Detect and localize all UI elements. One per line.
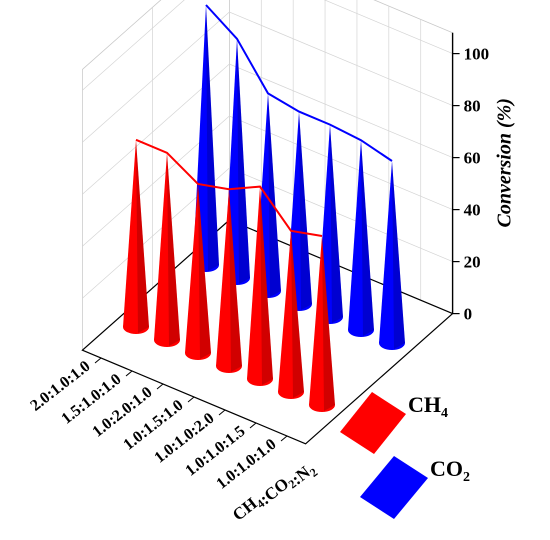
cone-shade xyxy=(322,236,335,411)
category-axis-title: CH4:CO2:N2 xyxy=(229,452,320,533)
cone-base xyxy=(348,323,374,337)
cone-ch4 xyxy=(154,152,180,347)
z-tick-label: 100 xyxy=(464,45,490,64)
cone-shade xyxy=(260,186,273,385)
series-line-co2 xyxy=(205,4,393,162)
z-tick-label: 80 xyxy=(464,97,481,116)
cone-ch4 xyxy=(309,236,335,412)
cone-base xyxy=(185,346,211,360)
cone-series-layer xyxy=(123,5,405,412)
cone-base xyxy=(379,336,405,350)
legend-swatch-co2 xyxy=(360,456,428,519)
cone-shade xyxy=(392,161,405,349)
cone-shade xyxy=(198,184,211,359)
cone-co2 xyxy=(348,140,374,337)
cone-shade xyxy=(330,124,343,323)
cone-body xyxy=(247,186,273,379)
cone-body xyxy=(216,189,242,366)
cone-ch4 xyxy=(216,189,242,373)
category-tick xyxy=(125,370,133,377)
cone-body xyxy=(309,236,335,405)
cone-shade xyxy=(299,111,312,310)
z-tick-label: 40 xyxy=(464,201,481,220)
cone-ch4 xyxy=(185,184,211,360)
cone-shade xyxy=(291,230,304,398)
cone-base xyxy=(216,359,242,373)
cone-body xyxy=(348,140,374,330)
series-lines-layer xyxy=(135,4,393,237)
category-tick xyxy=(187,396,195,403)
cone-shade xyxy=(167,152,180,346)
cone-co2 xyxy=(379,161,405,350)
cone-base xyxy=(278,385,304,399)
cone-shade xyxy=(268,93,281,298)
category-tick xyxy=(156,383,164,390)
category-tick xyxy=(249,422,257,429)
cone-ch4 xyxy=(123,139,149,334)
cone-body xyxy=(154,152,180,340)
category-tick xyxy=(94,357,102,364)
cone-body xyxy=(185,184,211,353)
cone-ch4 xyxy=(278,230,304,399)
z-axis-title: Conversion (%) xyxy=(494,98,516,227)
cone-base xyxy=(309,398,335,412)
cone-body xyxy=(379,161,405,343)
category-tick xyxy=(218,409,226,416)
cone-body xyxy=(278,230,304,392)
cone-base xyxy=(123,320,149,334)
legend-swatch-ch4 xyxy=(340,392,406,454)
z-tick-label: 0 xyxy=(464,305,473,324)
cone-shade xyxy=(136,139,149,333)
cone-body xyxy=(123,139,149,327)
cone-body xyxy=(193,5,219,265)
cone-base xyxy=(154,333,180,347)
category-tick xyxy=(280,435,288,442)
cone-shade xyxy=(206,5,219,271)
legend: CH4 CO2 xyxy=(340,392,470,519)
legend-label-co2: CO2 xyxy=(430,456,470,485)
z-tick-label: 20 xyxy=(464,253,481,272)
legend-label-ch4: CH4 xyxy=(408,392,448,421)
cone-base xyxy=(247,372,273,386)
cone-ch4 xyxy=(247,186,273,386)
z-gridline xyxy=(82,0,453,91)
cone-shade xyxy=(237,38,250,284)
z-tick-label: 60 xyxy=(464,149,481,168)
cone-shade xyxy=(361,140,374,336)
series-line-ch4 xyxy=(135,138,323,237)
cone-shade xyxy=(229,189,242,372)
